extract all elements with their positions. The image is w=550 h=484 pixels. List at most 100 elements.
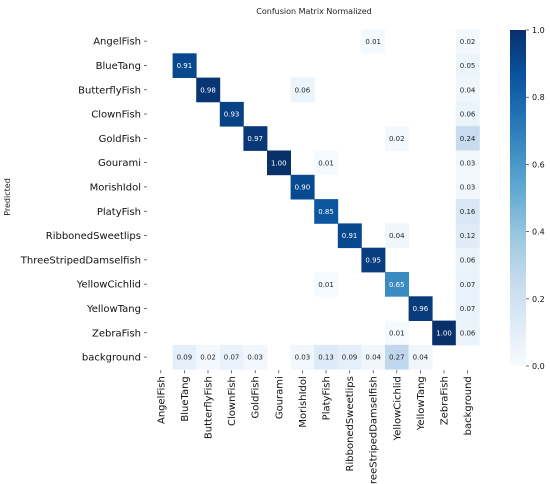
column-tick-label: MorishIdol	[298, 376, 309, 427]
cell-value-label: 0.04	[389, 232, 405, 240]
column-tick-label: RibbonedSweetlips	[345, 376, 356, 471]
colorbar-tick-label: 0.0	[532, 362, 545, 371]
heatmap-cell	[314, 272, 339, 297]
heatmap-cell	[385, 126, 409, 151]
heatmap-cell	[432, 320, 457, 346]
column-tick-label: ClownFish	[227, 376, 238, 426]
cell-value-label: 0.02	[389, 135, 405, 143]
heatmap-cell	[455, 272, 480, 297]
heatmap-cell-labels: 0.01 0.02 0.91 0.05 0.98 0.06 0.04 0.93 0.06 0.97…	[177, 38, 476, 362]
heatmap-cell	[455, 199, 480, 224]
column-tick-labels: AngelFish BlueTang ButterflyFish ClownFish G…	[156, 370, 474, 484]
heatmap-cell	[455, 53, 480, 78]
row-tick-label: ThreeStripedDamselfish	[20, 255, 141, 266]
cell-value-label: 0.03	[460, 159, 476, 167]
cell-value-label: 0.16	[460, 208, 476, 216]
chart-title: Confusion Matrix Normalized	[256, 7, 371, 16]
heatmap-cell	[455, 247, 480, 273]
heatmap-cell	[455, 29, 480, 54]
cell-value-label: 0.02	[460, 38, 476, 46]
heatmap-cell	[314, 150, 339, 176]
heatmap-cell	[337, 223, 362, 249]
cell-value-label: 0.06	[295, 86, 311, 94]
cell-value-label: 0.04	[365, 354, 381, 362]
heatmap-cell	[408, 344, 433, 370]
cell-value-label: 0.95	[365, 256, 381, 264]
colorbar-tick-label: 0.8	[532, 93, 545, 102]
cell-value-label: 0.06	[460, 329, 476, 337]
heatmap-cell	[219, 101, 244, 127]
colorbar	[510, 30, 526, 366]
heatmap-cell	[455, 126, 480, 151]
cell-value-label: 1.00	[271, 159, 287, 167]
heatmap-cell	[290, 344, 315, 370]
row-tick-label: background	[82, 353, 141, 364]
row-tick-label: ButterflyFish	[78, 85, 141, 96]
column-tick-label: YellowCichlid	[392, 376, 403, 441]
row-tick-label: YellowCichlid	[76, 280, 141, 291]
row-tick-label: ZebraFish	[92, 328, 141, 339]
heatmap-cell	[455, 223, 480, 249]
heatmap-cell	[314, 199, 339, 224]
row-tick-label: Gourami	[98, 158, 141, 169]
y-axis-label: Predicted	[3, 178, 12, 216]
column-tick-label: GoldFish	[251, 376, 262, 418]
heatmap-cell	[455, 101, 480, 127]
heatmap-cell	[290, 174, 315, 200]
row-tick-label: PlatyFish	[97, 207, 141, 218]
cell-value-label: 0.01	[318, 281, 334, 289]
heatmap-cell	[455, 320, 480, 346]
cell-value-label: 0.01	[389, 329, 405, 337]
column-tick-label: ButterflyFish	[204, 376, 215, 439]
heatmap-cell	[385, 320, 409, 346]
cell-value-label: 0.65	[389, 281, 405, 289]
row-tick-label: YellowTang	[86, 304, 141, 315]
cell-value-label: 0.97	[247, 135, 263, 143]
heatmap-cells	[172, 29, 480, 370]
cell-value-label: 0.06	[460, 256, 476, 264]
cell-value-label: 0.90	[295, 184, 311, 192]
colorbar-tick-label: 0.2	[532, 295, 545, 304]
column-tick-label: background	[463, 376, 474, 435]
heatmap-cell	[243, 126, 268, 151]
cell-value-label: 0.93	[224, 111, 240, 119]
heatmap-cell	[219, 344, 244, 370]
heatmap-cell	[196, 344, 221, 370]
heatmap-cell	[455, 77, 480, 103]
cell-value-label: 0.01	[365, 38, 381, 46]
cell-value-label: 0.03	[460, 184, 476, 192]
column-tick-label: BlueTang	[180, 376, 191, 421]
column-tick-label: Gourami	[274, 376, 285, 419]
heatmap-cell	[196, 77, 221, 103]
cell-value-label: 0.07	[460, 281, 476, 289]
heatmap-cell	[385, 223, 409, 249]
heatmap-cell	[408, 296, 433, 321]
row-tick-label: BlueTang	[96, 61, 141, 72]
cell-value-label: 0.27	[389, 354, 405, 362]
row-tick-label: ClownFish	[91, 110, 141, 121]
cell-value-label: 0.85	[318, 208, 334, 216]
row-tick-label: GoldFish	[99, 134, 141, 145]
heatmap-cell	[385, 344, 409, 370]
cell-value-label: 0.98	[200, 86, 216, 94]
cell-value-label: 0.01	[318, 159, 334, 167]
cell-value-label: 0.07	[224, 354, 240, 362]
colorbar-ticks: 0.0 0.2 0.4 0.6 0.8 1.0	[526, 26, 545, 371]
cell-value-label: 0.03	[247, 354, 263, 362]
heatmap-cell	[172, 344, 197, 370]
cell-value-label: 0.05	[460, 62, 476, 70]
heatmap-cell	[267, 150, 291, 176]
row-tick-label: RibbonedSweetlips	[46, 231, 141, 242]
heatmap-cell	[290, 77, 315, 103]
cell-value-label: 0.13	[318, 354, 334, 362]
cell-value-label: 0.07	[460, 305, 476, 313]
cell-value-label: 0.09	[342, 354, 358, 362]
colorbar-tick-label: 0.6	[532, 160, 545, 169]
heatmap-cell	[385, 272, 409, 297]
cell-value-label: 0.91	[177, 62, 193, 70]
row-tick-label: MorishIdol	[90, 182, 141, 193]
cell-value-label: 0.91	[342, 232, 358, 240]
heatmap-cell	[361, 344, 386, 370]
column-tick-label: PlatyFish	[322, 376, 333, 420]
